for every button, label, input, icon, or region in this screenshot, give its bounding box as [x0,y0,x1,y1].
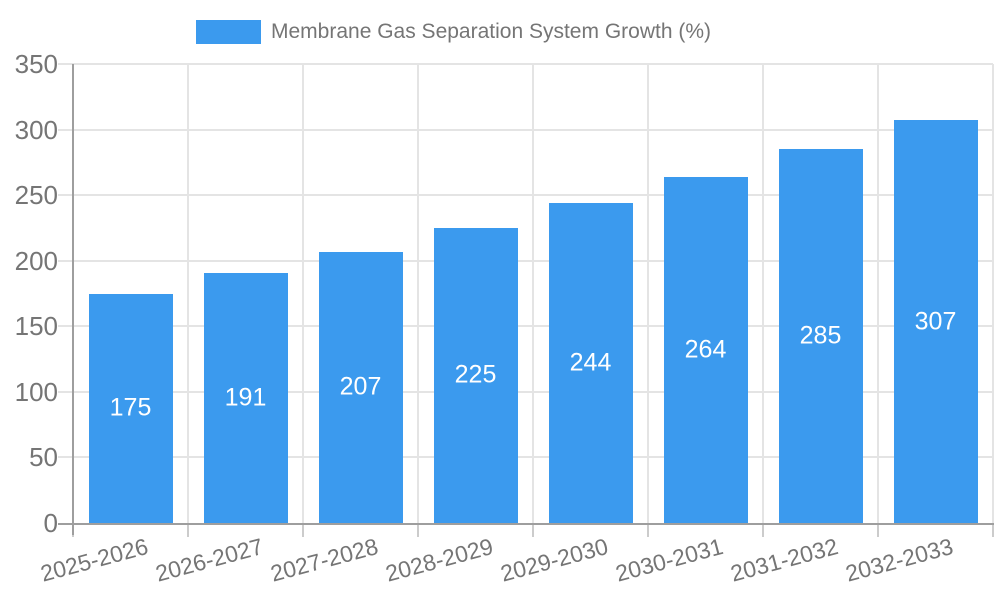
legend-color-swatch [196,20,261,44]
bar: 207 [318,251,403,523]
x-axis-category-label: 2028-2029 [382,533,496,587]
y-axis-tick-label: 150 [14,311,58,342]
bar-value-label: 207 [339,372,382,401]
bar: 307 [893,120,978,523]
bar-value-label: 225 [454,360,497,389]
y-axis-tick-label: 350 [14,49,58,79]
x-axis-category-label: 2030-2031 [612,533,726,587]
x-axis-tick [877,525,879,537]
x-gridline [762,64,764,523]
y-axis-tick-label: 300 [14,114,58,145]
y-gridline [58,128,993,131]
x-axis-tick [762,525,764,537]
bar: 285 [778,149,863,523]
x-gridline [532,64,534,523]
x-axis-line [58,523,994,525]
y-axis-tick-label: 200 [14,245,58,276]
y-axis-tick-label: 0 [43,508,58,538]
y-axis-tick-label: 100 [14,376,58,407]
bar-value-label: 175 [109,393,152,422]
bar-value-label: 307 [914,307,957,336]
y-gridline [58,390,993,393]
x-gridline [992,64,994,523]
x-axis-tick [647,525,649,537]
x-gridline [877,64,879,523]
x-axis-category-label: 2031-2032 [727,533,841,587]
y-gridline [58,63,993,65]
x-axis-tick [187,525,189,537]
bar: 175 [88,293,173,523]
legend-item[interactable]: Membrane Gas Separation System Growth (%… [196,18,711,46]
y-axis-line [72,64,74,535]
y-axis-tick-label: 50 [29,442,58,473]
bar-value-label: 191 [224,383,267,412]
x-axis-category-label: 2027-2028 [267,533,381,587]
y-gridline [58,259,993,262]
x-axis-tick [532,525,534,537]
x-gridline [302,64,304,523]
bar-value-label: 285 [799,321,842,350]
x-axis-category-label: 2025-2026 [37,533,151,587]
x-axis-category-label: 2029-2030 [497,533,611,587]
y-axis-tick-label: 250 [14,180,58,211]
x-axis-tick [302,525,304,537]
x-gridline [187,64,189,523]
x-axis-tick [992,525,994,537]
bar-value-label: 244 [569,348,612,377]
y-gridline [58,325,993,328]
bar-value-label: 264 [684,335,727,364]
x-gridline [647,64,649,523]
y-gridline [58,194,993,197]
bar: 191 [203,272,288,523]
x-axis-tick [417,525,419,537]
bar: 225 [433,227,518,523]
x-axis-category-label: 2026-2027 [152,533,266,587]
x-axis-category-label: 2032-2033 [842,533,956,587]
bar: 244 [548,203,633,523]
x-gridline [417,64,419,523]
y-gridline [58,456,993,459]
legend-label: Membrane Gas Separation System Growth (%… [271,20,711,43]
bar: 264 [663,176,748,523]
